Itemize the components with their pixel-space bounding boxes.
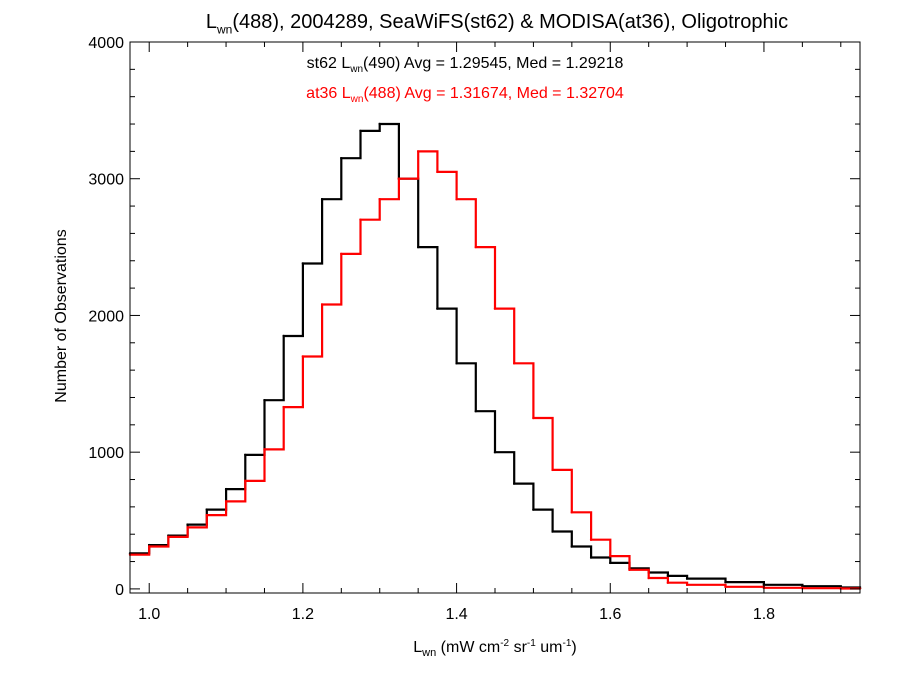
y-axis-label: Number of Observations bbox=[53, 229, 70, 402]
data-point-st62 bbox=[666, 574, 670, 578]
data-point-at36 bbox=[724, 585, 727, 588]
data-point-st62 bbox=[570, 545, 573, 548]
x-tick-label: 1.0 bbox=[138, 606, 160, 623]
x-axis-label-part-8: ) bbox=[571, 639, 576, 656]
data-point-at36 bbox=[340, 252, 343, 256]
data-point-st62 bbox=[609, 561, 612, 565]
x-axis-label-part-0: L bbox=[413, 639, 422, 656]
data-point-st62 bbox=[282, 334, 285, 338]
chart-title-part-1: wn bbox=[216, 23, 232, 37]
x-tick-label: 1.8 bbox=[753, 606, 775, 623]
data-point-at36 bbox=[570, 511, 573, 514]
data-point-at36 bbox=[685, 583, 689, 586]
chart-annotations: st62 Lwn(490) Avg = 1.29545, Med = 1.292… bbox=[306, 55, 624, 105]
data-point-st62 bbox=[493, 451, 497, 454]
data-point-at36 bbox=[167, 535, 170, 539]
x-axis-label-part-7: -1 bbox=[562, 638, 571, 649]
data-point-st62 bbox=[513, 482, 516, 485]
data-point-at36 bbox=[647, 576, 650, 580]
data-point-at36 bbox=[148, 545, 151, 548]
data-point-st62 bbox=[340, 157, 343, 160]
data-point-st62 bbox=[263, 399, 266, 402]
data-point-st62 bbox=[205, 508, 208, 511]
plot-frame bbox=[129, 41, 861, 594]
data-point-at36 bbox=[436, 170, 439, 174]
x-axis-label-part-3: -2 bbox=[500, 638, 509, 649]
chart-title-part-0: L bbox=[206, 11, 217, 33]
data-point-at36 bbox=[474, 245, 477, 249]
data-point-at36 bbox=[282, 405, 285, 409]
data-point-st62 bbox=[417, 245, 420, 249]
data-point-st62 bbox=[436, 307, 439, 310]
data-point-at36 bbox=[263, 448, 266, 451]
annotation-at36-part-1: wn bbox=[350, 94, 364, 105]
series-line-at36 bbox=[130, 150, 862, 590]
annotation-at36-part-2: (488) Avg = 1.31674, Med = 1.32704 bbox=[363, 85, 623, 102]
data-point-at36 bbox=[513, 362, 516, 365]
y-tick-label: 4000 bbox=[88, 35, 124, 52]
data-point-at36 bbox=[224, 500, 228, 503]
data-point-at36 bbox=[532, 416, 535, 420]
x-axis-label: Lwn (mW cm-2 sr-1 um-1) bbox=[413, 638, 576, 659]
data-point-st62 bbox=[474, 410, 477, 413]
data-point-at36 bbox=[359, 218, 362, 221]
series-layer bbox=[128, 122, 862, 590]
data-point-st62 bbox=[224, 487, 228, 491]
x-axis-label-part-2: (mW cm bbox=[436, 639, 500, 656]
chart-title: Lwn(488), 2004289, SeaWiFS(st62) & MODIS… bbox=[206, 11, 788, 37]
data-point-at36 bbox=[186, 526, 189, 529]
data-point-st62 bbox=[359, 129, 362, 133]
x-tick-label: 1.6 bbox=[599, 606, 621, 623]
data-point-at36 bbox=[244, 479, 247, 483]
y-tick-label: 2000 bbox=[88, 308, 124, 325]
data-point-at36 bbox=[551, 468, 554, 472]
series-line-st62 bbox=[130, 122, 862, 589]
x-axis: 1.0 1.2 1.4 1.6 1.8 bbox=[138, 42, 842, 623]
data-point-st62 bbox=[532, 508, 535, 511]
data-point-st62 bbox=[301, 262, 305, 265]
data-point-at36 bbox=[589, 538, 593, 541]
x-tick-label: 1.2 bbox=[292, 606, 314, 623]
y-axis: 0 1000 2000 3000 4000 bbox=[88, 35, 860, 599]
annotation-st62-part-0: st62 L bbox=[307, 55, 351, 72]
data-point-st62 bbox=[551, 530, 554, 533]
data-point-at36 bbox=[320, 303, 324, 306]
data-point-st62 bbox=[186, 523, 189, 526]
data-point-at36 bbox=[378, 198, 381, 201]
data-point-at36 bbox=[417, 150, 420, 153]
annotation-st62-part-1: wn bbox=[349, 64, 363, 75]
x-axis-label-part-1: wn bbox=[421, 647, 436, 659]
data-point-at36 bbox=[609, 554, 612, 558]
data-point-at36 bbox=[397, 177, 401, 180]
y-tick-label: 1000 bbox=[88, 445, 124, 462]
data-point-st62 bbox=[378, 122, 381, 126]
annotation-st62-part-2: (490) Avg = 1.29545, Med = 1.29218 bbox=[363, 55, 623, 72]
data-point-st62 bbox=[724, 580, 727, 584]
data-point-at36 bbox=[628, 568, 631, 571]
data-point-st62 bbox=[589, 556, 593, 559]
y-tick-label: 0 bbox=[115, 582, 124, 599]
data-point-st62 bbox=[685, 577, 689, 580]
data-point-st62 bbox=[244, 453, 247, 457]
y-tick-label: 3000 bbox=[88, 172, 124, 189]
x-axis-label-part-5: -1 bbox=[527, 638, 536, 649]
x-axis-label-part-4: sr bbox=[509, 639, 527, 656]
annotation-at36: at36 Lwn(488) Avg = 1.31674, Med = 1.327… bbox=[306, 85, 624, 105]
data-point-at36 bbox=[205, 513, 208, 517]
x-axis-label-part-6: um bbox=[536, 639, 563, 656]
data-point-at36 bbox=[455, 198, 458, 201]
annotation-at36-part-0: at36 L bbox=[306, 85, 351, 102]
x-tick-label: 1.4 bbox=[445, 606, 467, 623]
data-point-at36 bbox=[301, 355, 305, 358]
data-point-at36 bbox=[666, 581, 670, 584]
annotation-st62: st62 Lwn(490) Avg = 1.29545, Med = 1.292… bbox=[307, 55, 624, 75]
data-point-at36 bbox=[493, 307, 497, 310]
data-point-st62 bbox=[320, 198, 324, 201]
chart-title-part-2: (488), 2004289, SeaWiFS(st62) & MODISA(a… bbox=[232, 11, 788, 33]
data-point-st62 bbox=[455, 362, 458, 365]
